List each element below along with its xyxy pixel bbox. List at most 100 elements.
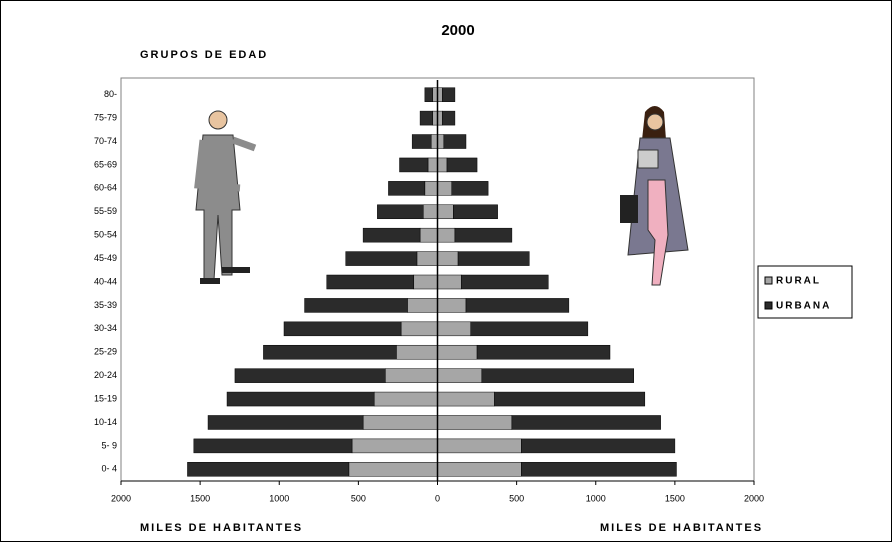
- bar: [423, 204, 438, 220]
- bar: [362, 415, 438, 430]
- bar: [437, 344, 478, 360]
- y-tick-label: 70-74: [94, 136, 117, 146]
- x-tick-label: 1500: [665, 493, 685, 503]
- bar: [385, 368, 438, 383]
- bar: [407, 298, 438, 313]
- bar: [345, 251, 418, 266]
- bar: [437, 134, 445, 149]
- x-axis-label: MILES DE HABITANTES: [600, 522, 763, 534]
- legend-label: URBANA: [776, 301, 831, 312]
- bar: [494, 391, 646, 407]
- y-tick-label: 10-14: [94, 417, 117, 427]
- bar: [470, 321, 589, 337]
- x-tick-label: 500: [351, 493, 366, 503]
- bar: [283, 321, 402, 337]
- bar: [437, 415, 513, 430]
- y-tick-label: 65-69: [94, 159, 117, 169]
- bar: [453, 204, 498, 220]
- legend-swatch: [764, 276, 773, 285]
- bar: [457, 251, 530, 266]
- bar: [443, 134, 467, 149]
- bar: [419, 110, 434, 126]
- chart-title: 2000: [441, 22, 474, 39]
- bar: [437, 274, 462, 290]
- bar: [234, 368, 386, 383]
- bar: [348, 462, 438, 477]
- woman-illustration: [620, 106, 689, 286]
- y-tick-label: 30-34: [94, 323, 117, 333]
- bar: [454, 227, 513, 243]
- x-tick-label: 1000: [269, 493, 289, 503]
- y-tick-label: 50-54: [94, 230, 117, 240]
- bar: [476, 344, 611, 360]
- bar: [416, 251, 438, 266]
- bar: [437, 438, 522, 454]
- y-tick-label: 40-44: [94, 276, 117, 286]
- x-tick-label: 2000: [111, 493, 131, 503]
- legend-label: RURAL: [776, 276, 821, 287]
- legend: RURAL URBANA: [757, 265, 853, 319]
- y-tick-label: 75-79: [94, 112, 117, 122]
- bar: [446, 157, 478, 173]
- bar: [400, 321, 438, 337]
- bar: [437, 251, 459, 266]
- bar: [481, 368, 634, 383]
- bar: [460, 274, 549, 290]
- bar: [263, 344, 397, 360]
- bar: [304, 298, 408, 313]
- x-tick-label: 2000: [744, 493, 764, 503]
- bar: [437, 204, 454, 220]
- y-tick-label: 55-59: [94, 206, 117, 216]
- bar: [362, 227, 421, 243]
- bar: [521, 438, 676, 454]
- bar: [396, 344, 438, 360]
- legend-frame: [757, 265, 853, 319]
- bar: [207, 415, 364, 430]
- legend-swatch: [764, 301, 773, 310]
- bar: [437, 227, 456, 243]
- y-tick-label: 60-64: [94, 183, 117, 193]
- bar: [437, 157, 448, 173]
- bar: [187, 462, 350, 477]
- bar: [441, 87, 456, 102]
- bar: [326, 274, 415, 290]
- bar: [424, 181, 438, 196]
- x-tick-label: 0: [435, 493, 440, 503]
- bar: [351, 438, 438, 454]
- x-axis-label: MILES DE HABITANTES: [140, 522, 303, 534]
- bar: [427, 157, 438, 173]
- bar: [451, 181, 489, 196]
- bar: [193, 438, 353, 454]
- bar: [437, 462, 522, 477]
- x-tick-label: 500: [509, 493, 524, 503]
- bar: [437, 368, 483, 383]
- x-tick-label: 1500: [190, 493, 210, 503]
- bar: [437, 181, 452, 196]
- y-tick-label: 80-: [104, 89, 117, 99]
- bar: [388, 181, 426, 196]
- y-tick-label: 5- 9: [101, 440, 117, 450]
- x-tick-label: 1000: [586, 493, 606, 503]
- bar: [511, 415, 661, 430]
- y-tick-label: 25-29: [94, 347, 117, 357]
- y-tick-label: 20-24: [94, 370, 117, 380]
- bar: [437, 321, 471, 337]
- y-tick-label: 15-19: [94, 393, 117, 403]
- bar: [424, 87, 434, 102]
- bar: [441, 110, 456, 126]
- bar: [413, 274, 438, 290]
- bar: [226, 391, 375, 407]
- bar: [377, 204, 424, 220]
- bar: [373, 391, 438, 407]
- bar: [430, 134, 438, 149]
- y-tick-label: 45-49: [94, 253, 117, 263]
- bar: [419, 227, 438, 243]
- y-tick-label: 35-39: [94, 300, 117, 310]
- bar: [437, 298, 467, 313]
- y-axis-label: GRUPOS DE EDAD: [140, 49, 268, 61]
- bar: [521, 462, 677, 477]
- man-illustration: [194, 110, 257, 284]
- bar: [465, 298, 570, 313]
- bar: [399, 157, 429, 173]
